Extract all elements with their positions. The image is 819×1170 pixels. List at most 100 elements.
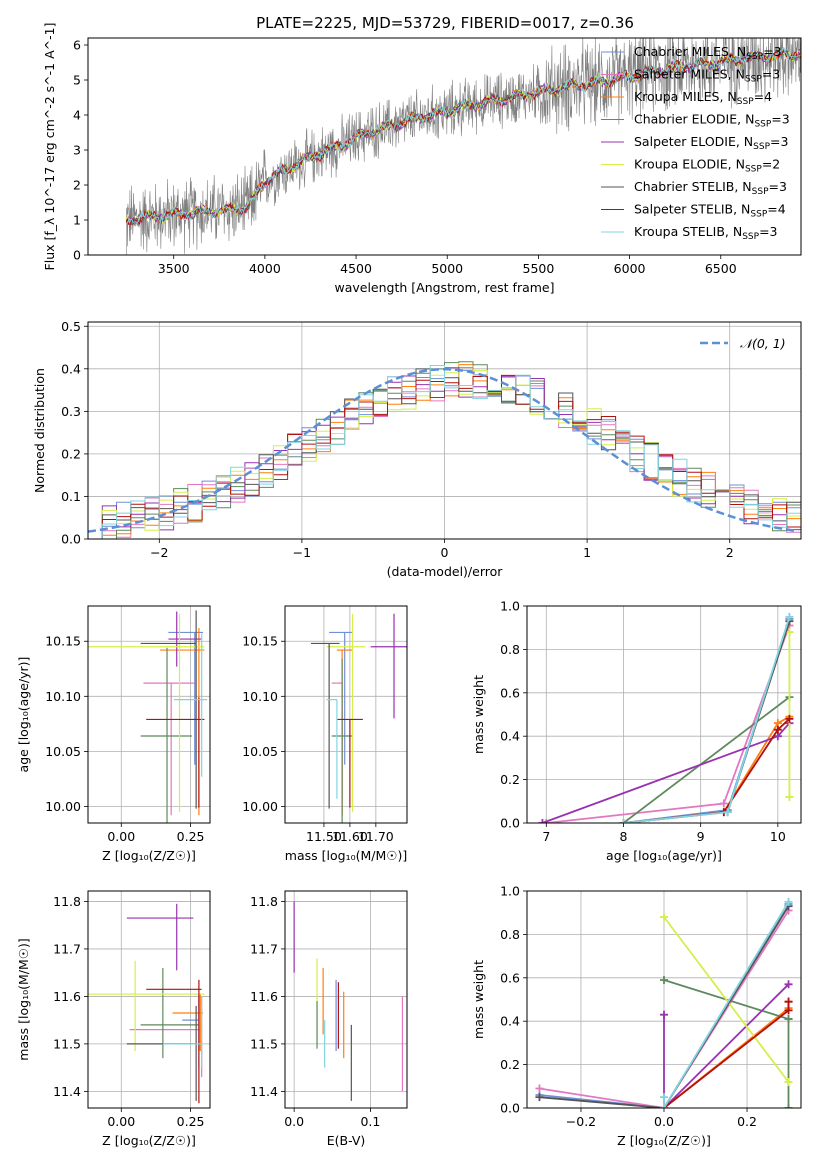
x-tick-label: 7: [542, 829, 550, 844]
plot-area: [88, 361, 801, 539]
x-axis-label: age [log₁₀(age/yr)]: [606, 848, 722, 863]
x-tick-label: 0.0: [284, 1114, 304, 1129]
weight-line-chabrier-elodie: [622, 696, 790, 823]
chart-age-vs-Z: 0.00 0.25 10.00 10.05 10.10 10.15 Z [log₁₀(Z/Z…: [16, 605, 211, 863]
y-tick-label: 11.6: [250, 989, 278, 1004]
legend-text: Chabrier MILES, N: [634, 44, 746, 59]
y-tick-label: 0.0: [500, 816, 520, 831]
axes-frame: [526, 605, 802, 824]
y-tick-label: 11.5: [53, 1036, 81, 1051]
x-axis-label: Z [log₁₀(Z/Z☉)]: [617, 1133, 711, 1148]
y-tick-label: 11.7: [250, 941, 278, 956]
legend-text: =3: [771, 112, 789, 127]
weight-marker: [660, 913, 668, 922]
x-tick-label: 5500: [523, 261, 555, 276]
y-tick-label: 0.3: [61, 404, 81, 419]
gaussian-curve: [88, 368, 799, 533]
y-tick-label: 4: [73, 108, 81, 123]
legend-entry: Kroupa ELODIE, NSSP=2: [634, 157, 780, 175]
x-tick-label: 6000: [614, 261, 646, 276]
legend-subscript: SSP: [745, 165, 762, 175]
y-axis-label: Flux [f_λ 10^-17 erg cm^-2 s^-1 A^-1]: [42, 23, 57, 271]
y-tick-label: 1.0: [500, 884, 520, 899]
axes-frame: [284, 890, 408, 1109]
weight-marker: [784, 897, 793, 906]
y-axis-label: Normed distribution: [32, 368, 47, 493]
legend-subscript: SSP: [750, 210, 767, 220]
weight-marker: [784, 1006, 793, 1015]
chart-mass-vs-ebv: 0.0 0.1 11.4 11.5 11.6 11.7 11.8 E(B-V): [250, 890, 408, 1148]
y-axis-label: mass weight: [471, 960, 486, 1039]
legend-entry: Kroupa MILES, NSSP=4: [634, 89, 772, 107]
weight-marker: [785, 714, 794, 723]
x-tick-label: 9: [697, 829, 705, 844]
legend-entry: Salpeter ELODIE, NSSP=3: [634, 134, 788, 152]
weight-marker: [660, 975, 668, 984]
weight-marker: [660, 1010, 668, 1019]
weight-marker: [660, 1104, 668, 1108]
legend-text: =3: [770, 134, 788, 149]
x-tick-label: −1: [293, 545, 311, 560]
x-tick-label: 8: [620, 829, 628, 844]
y-tick-label: 10.10: [45, 689, 81, 704]
legend-subscript: SSP: [742, 232, 759, 242]
axes-frame: [87, 890, 211, 1109]
legend-entry: Chabrier ELODIE, NSSP=3: [634, 112, 790, 130]
legend-subscript: SSP: [745, 75, 762, 85]
y-tick-label: 11.6: [53, 989, 81, 1004]
weight-marker: [719, 799, 728, 808]
legend-entry: Chabrier STELIB, NSSP=3: [634, 179, 787, 197]
y-tick-label: 0.8: [500, 927, 520, 942]
y-tick-label: 0.0: [61, 532, 81, 547]
weight-marker: [538, 819, 547, 823]
x-axis-label: (data-model)/error: [387, 564, 504, 579]
y-tick-label: 0.8: [500, 642, 520, 657]
x-tick-label: 0.00: [107, 829, 135, 844]
weight-marker: [785, 612, 794, 621]
legend-text: =3: [769, 179, 787, 194]
x-axis-label: Z [log₁₀(Z/Z☉)]: [102, 1133, 196, 1148]
y-tick-label: 11.7: [53, 941, 81, 956]
legend-text: Salpeter MILES, N: [634, 67, 745, 82]
y-tick-label: 0.4: [61, 361, 81, 376]
legend-entry: Kroupa STELIB, NSSP=3: [634, 224, 778, 242]
weight-line-salpeter-stelib: [623, 718, 791, 823]
legend-text: Kroupa ELODIE, N: [634, 157, 745, 172]
x-tick-label: 2: [726, 545, 734, 560]
weight-line-salpeter-elodie: [663, 983, 790, 1108]
legend-text: Salpeter ELODIE, N: [634, 134, 753, 149]
x-tick-label: 10: [770, 829, 786, 844]
weight-marker: [773, 725, 782, 734]
legend: 𝒩(0, 1): [700, 336, 786, 351]
y-tick-label: 1: [73, 213, 81, 228]
y-tick-label: 0.2: [61, 446, 81, 461]
y-tick-label: 11.8: [53, 894, 81, 909]
weight-marker: [542, 819, 551, 823]
plot-area: [310, 613, 407, 823]
y-tick-label: 1.0: [500, 599, 520, 614]
weight-marker: [660, 1093, 668, 1102]
axes-frame: [87, 605, 211, 824]
x-tick-label: 3500: [158, 261, 190, 276]
x-tick-label: −0.2: [566, 1114, 596, 1129]
weight-line-chabrier-stelib: [623, 620, 791, 823]
weight-line-kroupa-stelib: [623, 616, 791, 823]
y-tick-label: 0.1: [61, 489, 81, 504]
weight-line-salpeter-miles: [539, 910, 790, 1108]
weight-line-kroupa-miles: [623, 715, 790, 823]
histogram-kroupa-stelib: [88, 365, 801, 539]
x-tick-label: 0.0: [654, 1114, 674, 1129]
y-axis-label: mass weight: [471, 675, 486, 754]
x-tick-label: 4500: [340, 261, 372, 276]
weight-line-kroupa-elodie: [663, 916, 790, 1083]
legend-entry: Chabrier MILES, NSSP=3: [634, 44, 782, 62]
weight-line-kroupa-stelib: [663, 901, 790, 1108]
x-tick-label: 11.70: [358, 829, 394, 844]
x-tick-label: 0: [441, 545, 449, 560]
axes-frame: [87, 321, 802, 540]
weight-marker: [784, 1077, 793, 1086]
y-tick-label: 10.00: [45, 799, 81, 814]
y-axis-label: mass [log₁₀(M/M☉)]: [16, 938, 31, 1060]
weight-marker: [535, 1084, 544, 1093]
